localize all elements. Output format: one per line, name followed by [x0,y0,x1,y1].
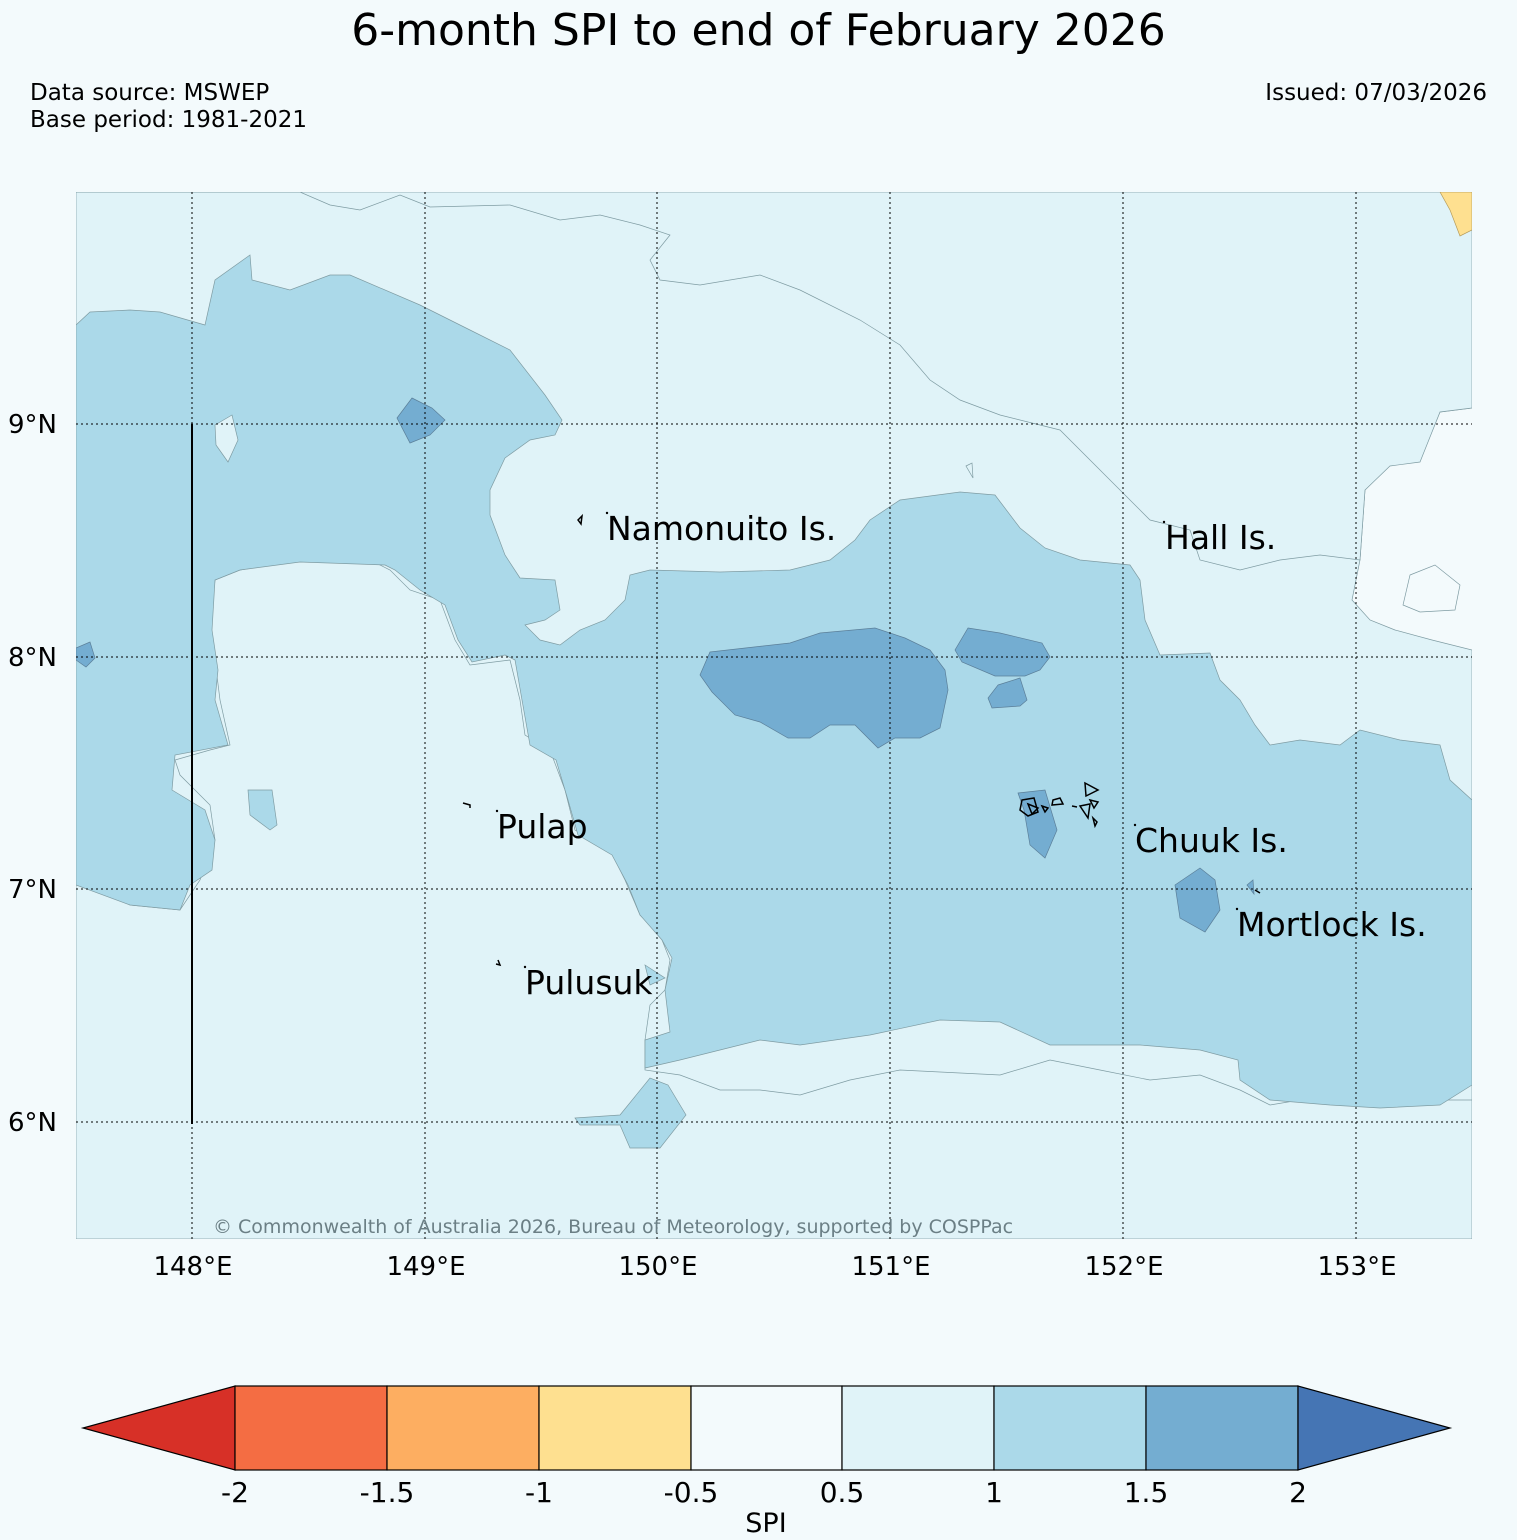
cb-tick-3: -0.5 [664,1476,719,1509]
colorbar-extend-low [80,1385,236,1471]
lon-tick-148: 148°E [153,1252,232,1282]
colorbar-bin-7 [1145,1385,1299,1471]
cb-tick-7: 2 [1289,1476,1307,1509]
place-mortlock: Mortlock Is. [1237,905,1427,944]
lon-tick-151: 151°E [851,1252,930,1282]
cb-tick-5: 1 [985,1476,1003,1509]
cb-tick-6: 1.5 [1124,1476,1169,1509]
lon-tick-labels: 148°E 149°E 150°E 151°E 152°E 153°E [153,1252,1396,1282]
place-dot-chuuk [1133,823,1137,827]
colorbar-extend-high [1297,1385,1453,1471]
cb-tick-0: -2 [221,1476,249,1509]
map-title: 6-month SPI to end of February 2026 [351,5,1166,56]
spi-zone-1-5-to-2 [699,627,949,749]
lat-tick-8: 8°N [8,643,57,673]
colorbar-label: SPI [745,1508,786,1539]
spi-contours [76,192,1472,1239]
lon-tick-150: 150°E [618,1252,697,1282]
place-dot-namonuito [605,511,609,515]
lat-tick-9: 9°N [8,410,57,440]
cb-tick-1: -1.5 [360,1476,415,1509]
lat-tick-6: 6°N [8,1108,57,1138]
place-pulap: Pulap [497,807,588,846]
colorbar-bin-5 [841,1385,995,1471]
meta-left: Data source: MSWEP Base period: 1981-202… [30,80,307,134]
issued-text: Issued: 07/03/2026 [1265,80,1487,106]
colorbar-bin-2 [386,1385,540,1471]
spi-zone-minus-1-to-minus-0-5 [1439,192,1472,237]
lon-tick-152: 152°E [1084,1252,1163,1282]
place-hall: Hall Is. [1165,518,1276,557]
colorbar-bin-3 [538,1385,692,1471]
place-labels: Namonuito Is. Hall Is. Pulap Chuuk Is. M… [495,509,1427,1002]
colorbar-bin-6 [993,1385,1147,1471]
place-dot-pulap [495,809,499,813]
cb-tick-2: -1 [525,1476,553,1509]
map-panel: Namonuito Is. Hall Is. Pulap Chuuk Is. M… [76,192,1472,1239]
place-dot-hall [1162,520,1166,524]
base-period-text: Base period: 1981-2021 [30,107,308,133]
place-chuuk: Chuuk Is. [1135,821,1288,860]
cb-tick-4: 0.5 [820,1476,865,1509]
colorbar [80,1385,1453,1471]
lon-tick-153: 153°E [1317,1252,1396,1282]
colorbar-bin-1 [234,1385,388,1471]
coastlines [462,513,1261,967]
lat-tick-labels: 9°N 8°N 7°N 6°N [8,410,57,1138]
colorbar-bin-4 [690,1385,843,1471]
lon-tick-149: 149°E [386,1252,465,1282]
place-dot-mortlock [1235,907,1239,911]
place-namonuito: Namonuito Is. [607,509,836,548]
copyright-text: © Commonwealth of Australia 2026, Bureau… [213,1216,1013,1238]
place-dot-pulusuk [523,965,527,969]
place-pulusuk: Pulusuk [525,963,653,1002]
data-source-text: Data source: MSWEP [30,80,270,106]
lat-tick-7: 7°N [8,875,57,905]
colorbar-tick-labels: -2 -1.5 -1 -0.5 0.5 1 1.5 2 [221,1476,1307,1509]
